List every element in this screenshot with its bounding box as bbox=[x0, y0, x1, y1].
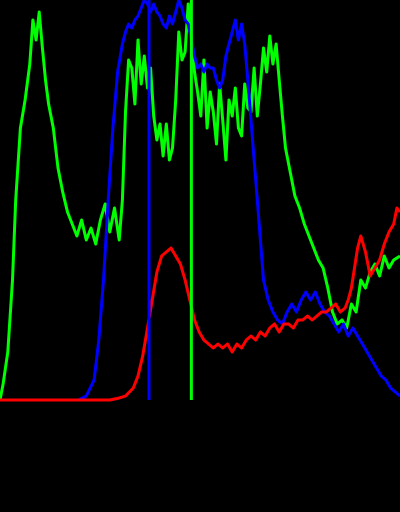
marker-layer bbox=[147, 0, 193, 400]
series-line-1 bbox=[0, 0, 400, 402]
series-line-0 bbox=[0, 2, 400, 401]
series-line-2 bbox=[0, 206, 400, 402]
series-layer bbox=[0, 0, 400, 402]
